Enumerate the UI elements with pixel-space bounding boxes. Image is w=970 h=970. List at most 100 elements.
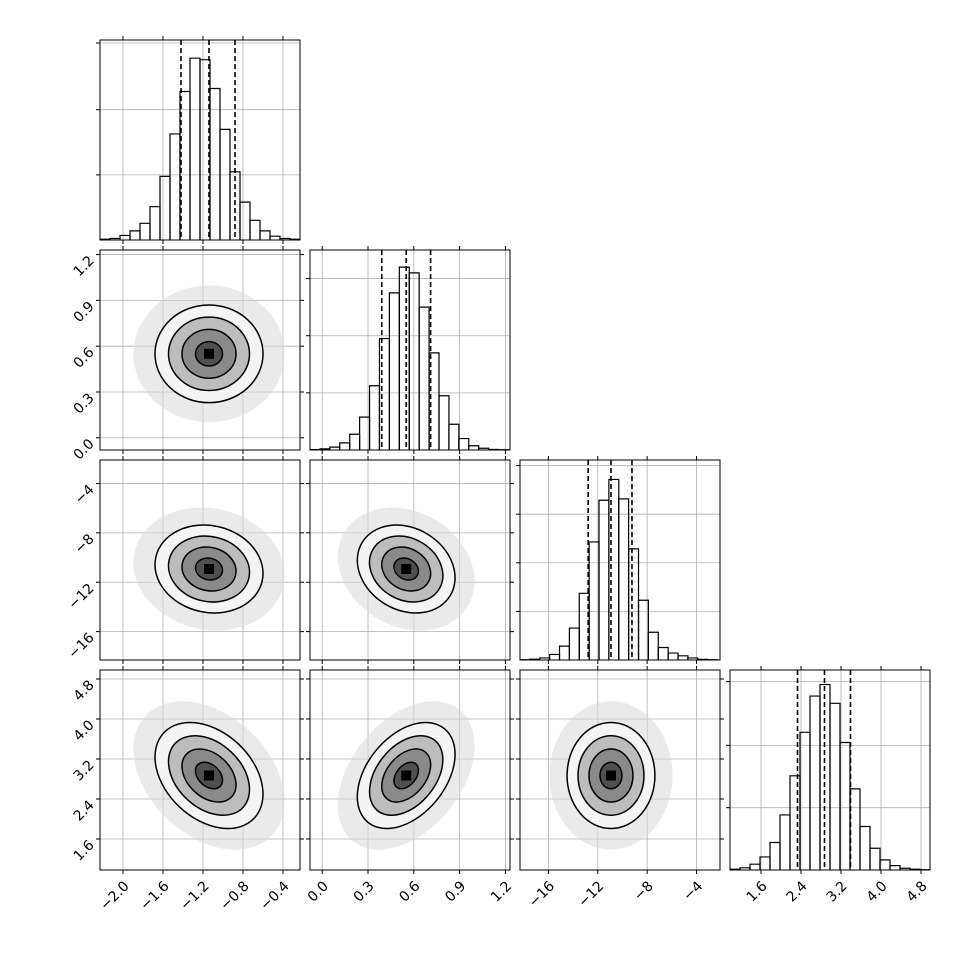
histogram-bin [869,847,881,870]
histogram-bin [839,741,851,870]
density-peak [204,770,214,781]
y-tick-label: 4.8 [71,677,98,704]
histogram-bin [598,499,610,660]
x-tick-label: −8 [631,878,657,904]
density-peak [204,564,214,575]
histogram-bin [789,775,801,870]
histogram-bin [219,128,231,240]
histogram-bin [269,235,281,240]
histogram-bin [849,788,861,870]
histogram-bin [637,599,649,660]
histogram-bin [879,859,891,870]
histogram-bin [618,498,630,660]
x-tick-label: −2.0 [97,878,132,913]
panel [100,40,300,240]
histogram-bin [418,306,430,450]
histogram-bin [159,175,171,240]
histogram-bin [779,814,791,870]
density-peak [401,564,412,575]
histogram-bin [568,627,580,660]
y-tick-label: −12 [65,581,97,613]
panel-frame [99,39,301,241]
y-tick-label: 0.6 [71,344,98,371]
panel-frame [309,459,511,661]
y-tick-label: 4.0 [71,717,98,744]
x-tick-label: 2.4 [784,878,811,905]
panel [310,670,510,870]
histogram-bin [667,652,679,660]
x-tick-label: 0.9 [442,878,469,905]
y-tick-label: 2.4 [71,797,98,824]
histogram-bin [829,702,841,870]
histogram-bin [549,653,561,660]
panel-frame [99,459,301,661]
histogram-bin [647,631,659,660]
histogram-bin [368,385,381,450]
histogram-bin [388,292,400,450]
histogram-bin [448,423,460,450]
histogram-bin [149,206,161,240]
histogram-bin [398,266,410,450]
y-tick-label: −8 [72,531,98,557]
panel-frame [519,459,721,661]
histogram-bin [809,695,821,870]
histogram-bin [749,863,761,870]
panel [730,670,930,870]
x-tick-label: 3.2 [824,878,851,905]
x-tick-label: −0.4 [257,878,292,913]
x-tick-label: 1.2 [488,878,515,905]
histogram-bin [378,337,390,450]
density-peak [605,770,616,781]
histogram-bin [558,645,570,660]
panel [100,670,300,870]
panel-frame [309,249,511,451]
histogram-bin [339,442,351,450]
histogram-bin [259,230,271,240]
panel [310,250,510,450]
histogram-bin [249,219,261,240]
panel-frame [519,669,721,871]
histogram-bin [889,865,901,870]
y-tick-label: 1.6 [71,837,98,864]
histogram-bin [239,201,251,240]
panel [520,670,720,870]
x-tick-label: 4.0 [864,878,891,905]
histogram-bin [169,133,181,240]
histogram-bin [578,592,590,660]
x-tick-label: 0.6 [396,878,423,905]
density-peak [204,348,214,359]
histogram-bin [769,841,781,870]
histogram-bin [139,222,151,240]
panel-frame [99,249,301,451]
x-tick-label: −1.2 [177,878,212,913]
y-tick-label: −4 [72,482,98,508]
x-tick-label: −4 [680,878,706,904]
x-tick-label: −0.8 [217,878,252,913]
histogram-bin [209,87,221,240]
y-tick-label: 0.0 [71,436,98,463]
y-tick-label: 0.3 [71,390,98,417]
y-tick-label: −16 [65,630,97,662]
panel [520,460,720,660]
x-tick-label: 0.3 [351,878,378,905]
histogram-bin [189,57,201,240]
histogram-bin [119,234,131,240]
histogram-bin [657,646,669,660]
panel-frame [99,669,301,871]
histogram-bin [229,171,241,240]
y-tick-label: 1.2 [71,253,98,280]
histogram-bin [759,856,771,870]
panel-frame [309,669,511,871]
x-tick-label: −16 [526,878,558,910]
histogram-bin [438,395,450,450]
x-tick-label: 4.8 [904,878,931,905]
x-tick-label: −1.6 [137,878,172,913]
panel [100,250,300,450]
histogram-bin [468,445,480,450]
y-tick-label: 3.2 [71,757,98,784]
histogram-bin [677,655,689,660]
panel-frame [729,669,931,871]
histogram-bin [349,433,361,450]
histogram-bin [458,437,470,450]
